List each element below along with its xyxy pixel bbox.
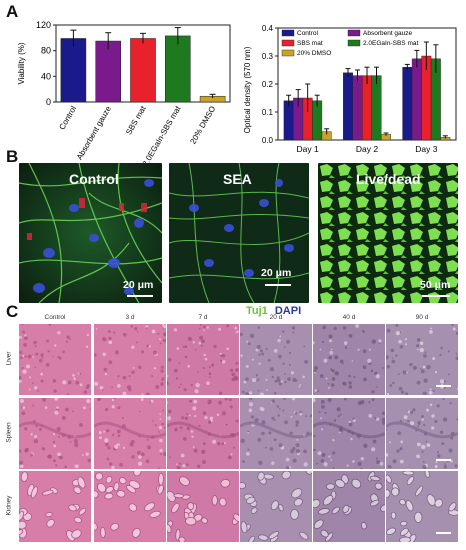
histology-tile bbox=[240, 471, 312, 542]
viability-bar bbox=[130, 38, 156, 103]
scale-label-live-dead: 50 μm bbox=[420, 279, 451, 291]
od-legend-label: 20% DMSO bbox=[297, 50, 331, 57]
histology-tile bbox=[167, 471, 239, 542]
viability-y-tick-label: 40 bbox=[41, 71, 51, 81]
od-y-tick-label: 0.2 bbox=[262, 80, 274, 89]
od-legend-swatch bbox=[347, 39, 361, 47]
histology-tile bbox=[167, 398, 239, 469]
od-y-tick-label: 0.4 bbox=[262, 24, 274, 33]
scale-label-sea: 20 μm bbox=[261, 267, 292, 279]
histology-row-label: Kidney bbox=[5, 495, 13, 515]
histology-column-label: 20 d bbox=[269, 314, 283, 321]
scale-bar-sea bbox=[265, 284, 291, 286]
od-legend-label: 2.0EGaIn-SBS mat bbox=[363, 40, 418, 47]
scale-label-control: 20 μm bbox=[123, 279, 154, 291]
histology-tile bbox=[19, 398, 91, 469]
histology-tile bbox=[94, 398, 166, 469]
viability-y-tick-label: 80 bbox=[41, 46, 51, 56]
panel-letter-a: A bbox=[6, 2, 19, 21]
viability-y-axis-label: Viability (%) bbox=[17, 42, 26, 84]
histology-tile bbox=[313, 398, 385, 469]
od-legend-label: Absorbent gauze bbox=[363, 30, 413, 37]
panel-letter-c: C bbox=[6, 302, 19, 321]
od-y-axis-label: Optical density (570 nm) bbox=[243, 46, 252, 133]
histology-column-label: 3 d bbox=[125, 314, 135, 321]
histology-tile bbox=[240, 398, 312, 469]
histology-column-label: Control bbox=[44, 314, 66, 321]
od-x-tick-label: Day 1 bbox=[297, 144, 319, 154]
panel-letter-b: B bbox=[6, 147, 19, 166]
histology-tile bbox=[240, 324, 312, 395]
od-y-tick-label: 0.3 bbox=[262, 52, 274, 61]
od-x-tick-label: Day 3 bbox=[415, 144, 437, 154]
micrograph-label-control: Control bbox=[69, 171, 119, 187]
stain-legend-dapi: DAPI bbox=[274, 305, 302, 317]
histology-tile bbox=[313, 471, 385, 542]
od-legend-swatch bbox=[281, 29, 295, 37]
histology-column-label: 40 d bbox=[342, 314, 356, 321]
histology-tile bbox=[94, 471, 166, 542]
stain-legend: Tuj1 DAPI bbox=[246, 305, 301, 317]
histology-column-label: 90 d bbox=[415, 314, 429, 321]
micrograph-sea: SEA 20 μm bbox=[169, 163, 309, 303]
histology-row-label: Spleen bbox=[5, 421, 13, 443]
histology-scale-bar bbox=[436, 532, 451, 534]
viability-y-tick-label: 120 bbox=[36, 20, 51, 30]
micrograph-live-dead-image bbox=[318, 163, 458, 303]
micrograph-control-image bbox=[19, 163, 162, 303]
viability-bar bbox=[95, 40, 121, 103]
micrograph-label-sea: SEA bbox=[223, 171, 252, 187]
viability-y-tick-label: 0 bbox=[46, 97, 51, 107]
histology-tile bbox=[313, 324, 385, 395]
od-legend-swatch bbox=[347, 29, 361, 37]
od-legend-label: Control bbox=[297, 30, 319, 37]
histology-tile bbox=[167, 324, 239, 395]
histology-tile bbox=[386, 324, 458, 395]
od-legend-swatch bbox=[281, 49, 295, 57]
od-legend-swatch bbox=[281, 39, 295, 47]
od-y-tick-label: 0.1 bbox=[262, 108, 274, 117]
od-legend-label: SBS mat bbox=[297, 40, 323, 47]
scale-bar-live-dead bbox=[422, 295, 450, 297]
histology-row-label: Liver bbox=[5, 350, 13, 366]
micrograph-control: Control 20 μm bbox=[19, 163, 162, 303]
histology-tile bbox=[19, 324, 91, 395]
od-y-tick-label: 0.0 bbox=[262, 136, 274, 145]
micrograph-label-live-dead: Live/dead bbox=[356, 171, 421, 187]
histology-tile bbox=[386, 471, 458, 542]
histology-tile bbox=[19, 471, 91, 542]
stain-legend-tuj1: Tuj1 bbox=[246, 305, 268, 317]
histology-column-label: 7 d bbox=[198, 314, 208, 321]
od-x-tick-label: Day 2 bbox=[356, 144, 378, 154]
histology-tile bbox=[386, 398, 458, 469]
micrograph-live-dead: Live/dead 50 μm bbox=[318, 163, 458, 303]
histology-scale-bar bbox=[436, 459, 451, 461]
optical-density-bar-chart: 0.0 0.1 0.2 0.3 0.4 Optical density (570 nm) D… bbox=[243, 24, 457, 154]
histology-tile bbox=[94, 324, 166, 395]
histology-scale-bar bbox=[436, 385, 451, 387]
scale-bar-control bbox=[127, 295, 153, 297]
